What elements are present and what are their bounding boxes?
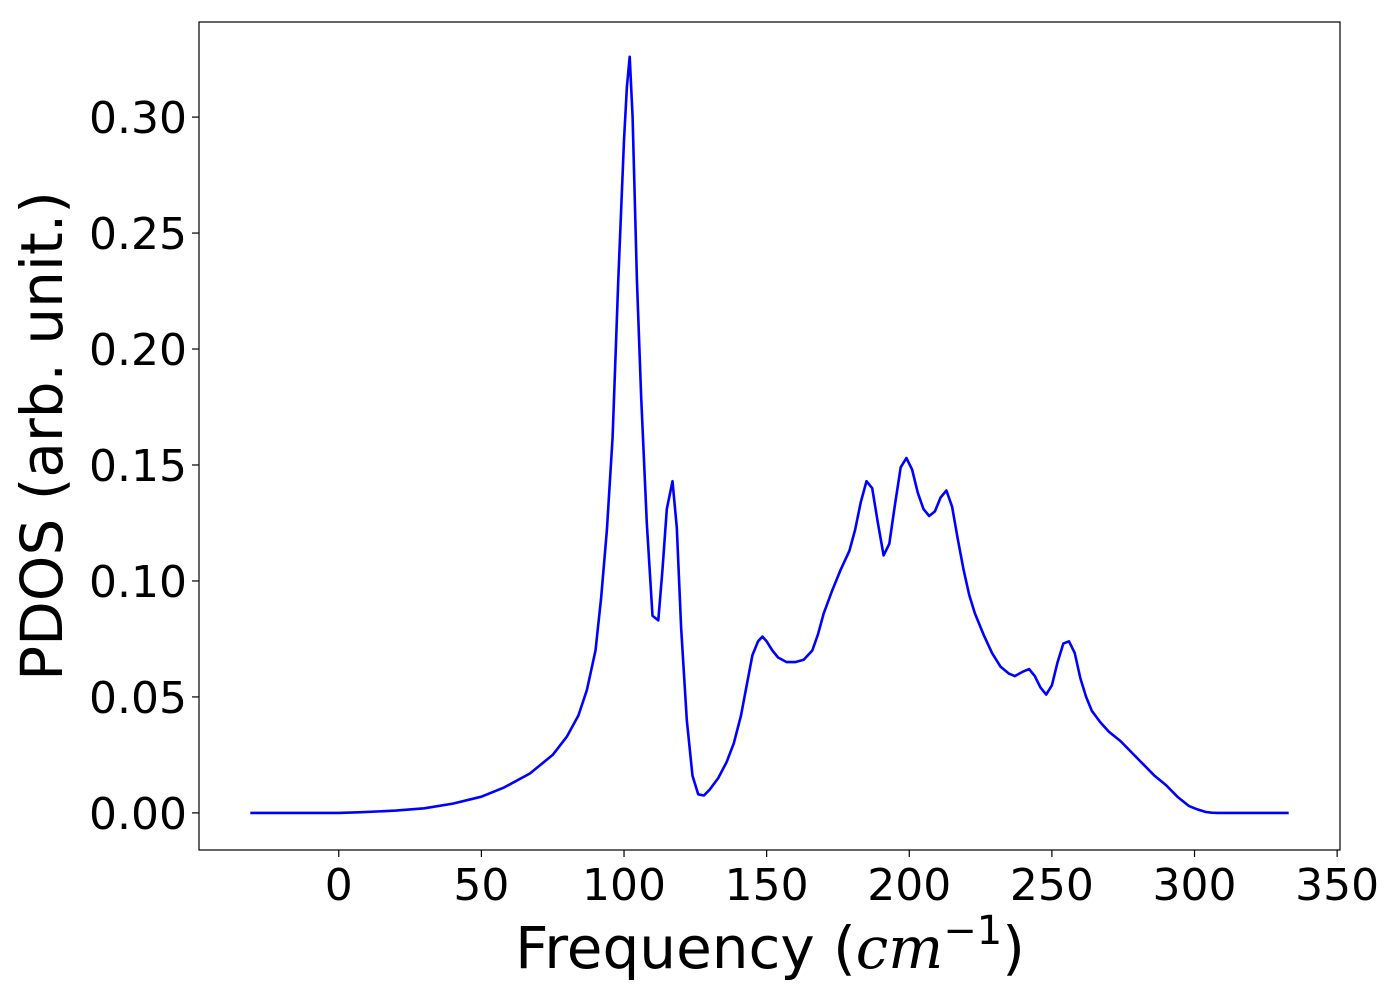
x-tick-label: 100 bbox=[582, 860, 666, 911]
x-tick-label: 50 bbox=[453, 860, 509, 911]
plot-frame bbox=[198, 21, 1341, 851]
series-layer bbox=[250, 55, 1289, 815]
y-axis-title: PDOS (arb. unit.) bbox=[8, 191, 76, 681]
x-tick-label: 300 bbox=[1153, 860, 1237, 911]
x-tick-label: 200 bbox=[867, 860, 951, 911]
plot-background bbox=[199, 22, 1340, 850]
x-axis-title: Frequency (cm−1) bbox=[515, 908, 1025, 982]
pdos-series-line bbox=[250, 55, 1289, 815]
y-tick-label: 0.05 bbox=[89, 673, 187, 724]
x-tick-label: 250 bbox=[1010, 860, 1094, 911]
y-tick-label: 0.20 bbox=[89, 325, 187, 376]
x-tick-label: 0 bbox=[325, 860, 353, 911]
y-tick-label: 0.25 bbox=[89, 209, 187, 260]
y-axis-ticks: 0.00 0.05 0.10 0.15 0.20 0.25 0.30 bbox=[89, 93, 199, 840]
y-tick-label: 0.15 bbox=[89, 441, 187, 492]
y-tick-label: 0.10 bbox=[89, 557, 187, 608]
y-tick-label: 0.30 bbox=[89, 93, 187, 144]
y-tick-label: 0.00 bbox=[89, 789, 187, 840]
x-tick-label: 150 bbox=[725, 860, 809, 911]
x-axis-ticks: 0 50 100 150 200 250 300 350 bbox=[325, 850, 1379, 911]
x-tick-label: 350 bbox=[1295, 860, 1379, 911]
